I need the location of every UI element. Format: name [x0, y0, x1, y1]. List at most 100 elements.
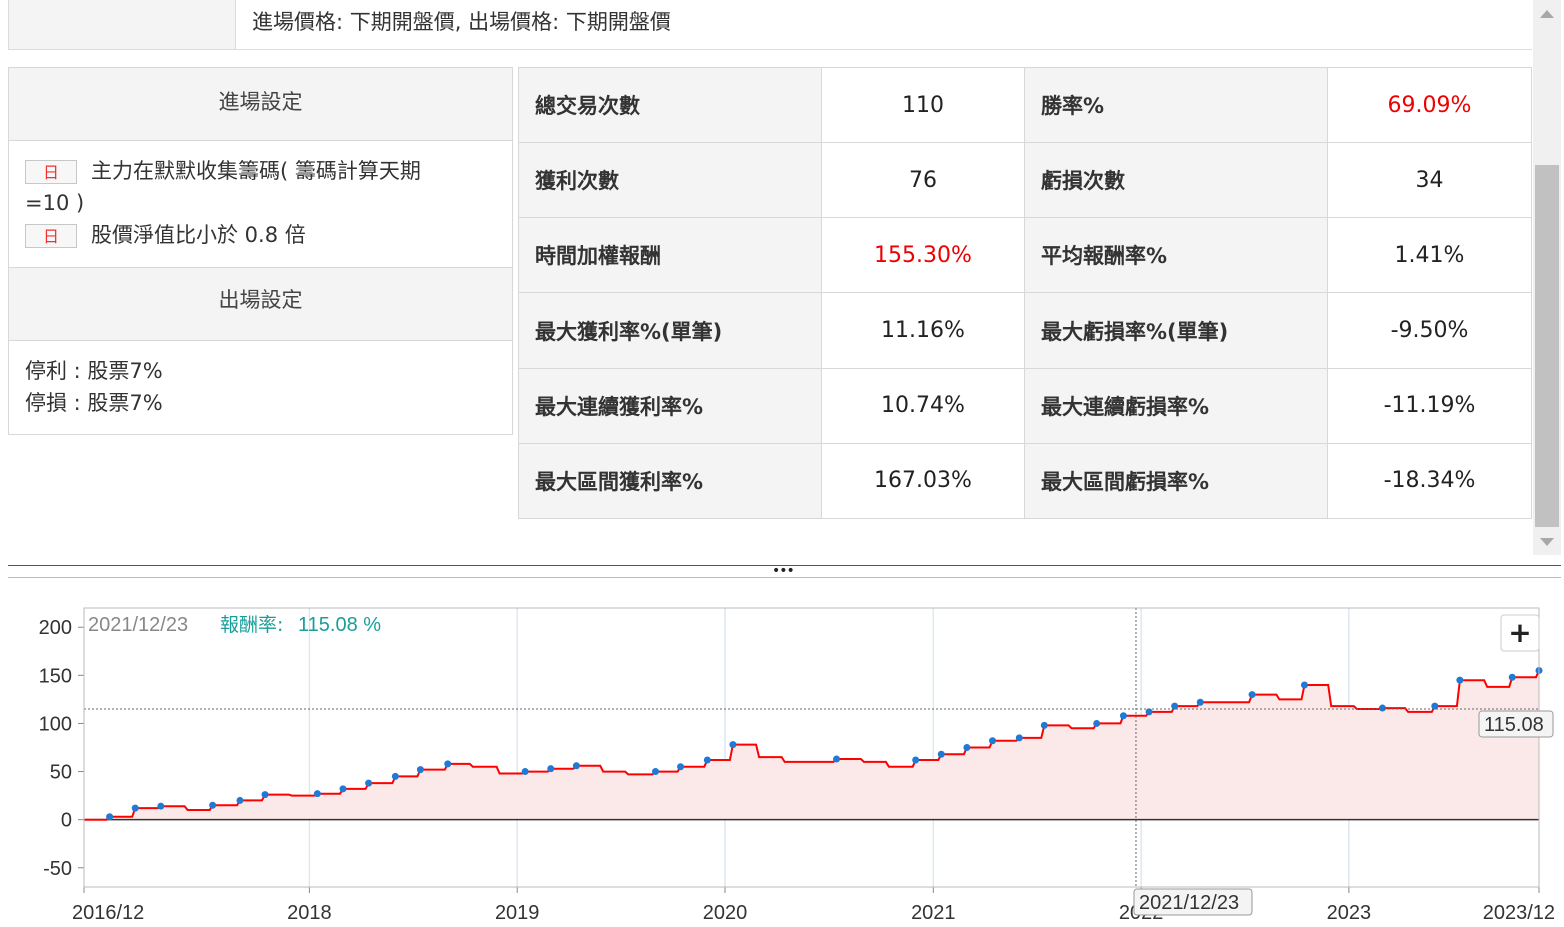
splitter-handle-icon[interactable]: •••: [772, 563, 795, 579]
take-profit-rule: 停利 : 股票7%: [25, 359, 163, 383]
vertical-scrollbar[interactable]: [1533, 0, 1561, 555]
scroll-up-arrow-icon[interactable]: [1540, 10, 1554, 18]
stat-label: 最大連續虧損率%: [1024, 367, 1328, 444]
stats-row: 最大獲利率%(單筆) 11.16% 最大虧損率%(單筆) -9.50%: [518, 292, 1532, 369]
panel-splitter[interactable]: •••: [8, 563, 1561, 579]
crosshair-value-label: 115.08: [1478, 710, 1554, 738]
stat-value: 155.30%: [821, 217, 1025, 294]
exit-settings-title: 出場設定: [9, 268, 512, 341]
trade-marker: [209, 801, 217, 809]
stat-value: -9.50%: [1327, 292, 1532, 369]
stat-label: 虧損次數: [1024, 142, 1328, 219]
stat-value: -11.19%: [1327, 367, 1532, 444]
tooltip-date: 2021/12/23: [88, 614, 188, 636]
daily-tag: 日: [25, 224, 77, 248]
splitter-line: [8, 577, 1561, 578]
plot-border: [83, 607, 1540, 888]
trade-marker: [1171, 702, 1179, 710]
return-area: [84, 670, 1539, 820]
trade-marker: [261, 791, 269, 799]
splitter-line: [8, 565, 1561, 566]
stat-label: 時間加權報酬: [518, 217, 822, 294]
x-tick-label: 2023/12: [1483, 902, 1555, 924]
stat-value: 69.09%: [1327, 66, 1532, 144]
trade-marker: [1015, 734, 1023, 742]
stat-label: 最大區間獲利率%: [518, 442, 822, 520]
x-axis: 2016/122018201920202021202220232023/12: [72, 887, 1555, 924]
price-rule-cell: 進場價格: 下期開盤價, 出場價格: 下期開盤價: [236, 0, 1532, 50]
trade-marker: [572, 762, 580, 770]
scroll-thumb[interactable]: [1535, 165, 1559, 527]
trade-marker: [391, 772, 399, 780]
trade-marker: [677, 763, 685, 771]
trade-marker: [989, 737, 997, 745]
stat-label: 最大連續獲利率%: [518, 367, 822, 444]
stop-loss-rule: 停損 : 股票7%: [25, 391, 163, 415]
stats-row: 獲利次數 76 虧損次數 34: [518, 142, 1532, 219]
stat-value: 167.03%: [821, 442, 1025, 520]
trade-marker: [703, 756, 711, 764]
entry-condition-1: 日主力在默默收集籌碼( 籌碼計算天期: [25, 155, 421, 187]
trade-marker: [416, 766, 424, 774]
stat-value: 11.16%: [821, 292, 1025, 369]
stats-row: 總交易次數 110 勝率% 69.09%: [518, 66, 1532, 144]
x-tick-label: 2019: [495, 902, 540, 924]
trade-marker: [729, 741, 737, 749]
entry-conditions: 日主力在默默收集籌碼( 籌碼計算天期 =10 ) 日股價淨值比小於 0.8 倍: [9, 141, 512, 268]
daily-tag: 日: [25, 160, 77, 184]
trade-marker: [1431, 702, 1439, 710]
tooltip-value: 115.08 %: [298, 614, 381, 636]
trade-marker: [444, 760, 452, 768]
settings-panel: 進場設定 日主力在默默收集籌碼( 籌碼計算天期 =10 ) 日股價淨值比小於 0…: [8, 67, 513, 435]
condition-text: 股價淨值比小於 0.8 倍: [91, 223, 306, 247]
stat-label: 最大區間虧損率%: [1024, 442, 1328, 520]
stats-row: 最大區間獲利率% 167.03% 最大區間虧損率% -18.34%: [518, 442, 1532, 520]
stats-row: 最大連續獲利率% 10.74% 最大連續虧損率% -11.19%: [518, 367, 1532, 444]
trade-marker: [833, 755, 841, 763]
trade-marker: [1119, 712, 1127, 720]
stat-label: 獲利次數: [518, 142, 822, 219]
trade-marker: [1508, 673, 1516, 681]
y-tick-label: 50: [50, 762, 72, 784]
crosshair-date-text: 2021/12/23: [1139, 892, 1239, 914]
y-axis: 200 150 100 50 0 -50: [39, 617, 84, 880]
entry-condition-1-cont: =10 ): [25, 191, 85, 215]
crosshair-value-text: 115.08: [1484, 714, 1544, 736]
stat-label: 總交易次數: [518, 66, 822, 144]
y-tick-label: 0: [61, 810, 72, 832]
trade-marker: [912, 756, 920, 764]
stats-row: 時間加權報酬 155.30% 平均報酬率% 1.41%: [518, 217, 1532, 294]
tooltip-label: 報酬率:: [220, 614, 283, 636]
stat-value: 110: [821, 66, 1025, 144]
trade-marker: [339, 785, 347, 793]
stat-value: 76: [821, 142, 1025, 219]
x-tick-label: 2021: [911, 902, 956, 924]
trade-marker: [547, 765, 555, 773]
trade-marker: [963, 744, 971, 751]
return-chart[interactable]: 200 150 100 50 0 -50 2016/12 2018 2019 2020 2021 2…: [0, 600, 1564, 927]
price-rule-text: 進場價格: 下期開盤價, 出場價格: 下期開盤價: [252, 10, 671, 34]
exit-rules: 停利 : 股票7% 停損 : 股票7%: [9, 341, 512, 435]
trade-markers: [106, 667, 1543, 821]
stat-value: -18.34%: [1327, 442, 1532, 520]
entry-condition-2: 日股價淨值比小於 0.8 倍: [25, 219, 306, 251]
x-tick-label: 2016/12: [72, 902, 144, 924]
scroll-down-arrow-icon[interactable]: [1540, 538, 1554, 546]
trade-marker: [365, 779, 373, 787]
y-tick-label: 100: [39, 713, 72, 735]
trade-marker: [1378, 704, 1386, 712]
plus-icon[interactable]: +: [1508, 616, 1531, 649]
zoom-button[interactable]: +: [1500, 614, 1540, 652]
trade-marker: [1145, 708, 1153, 716]
crosshair-date-label: 2021/12/23: [1133, 888, 1253, 916]
trade-marker: [1248, 691, 1256, 699]
entry-settings-title: 進場設定: [9, 68, 512, 141]
trade-marker: [236, 796, 244, 804]
stat-label: 勝率%: [1024, 66, 1328, 144]
y-tick-label: 150: [39, 665, 72, 687]
top-left-cell: [8, 0, 236, 50]
trade-marker: [1456, 676, 1464, 684]
trade-marker: [313, 790, 321, 798]
trade-marker: [652, 768, 660, 776]
trade-marker: [1093, 719, 1101, 727]
